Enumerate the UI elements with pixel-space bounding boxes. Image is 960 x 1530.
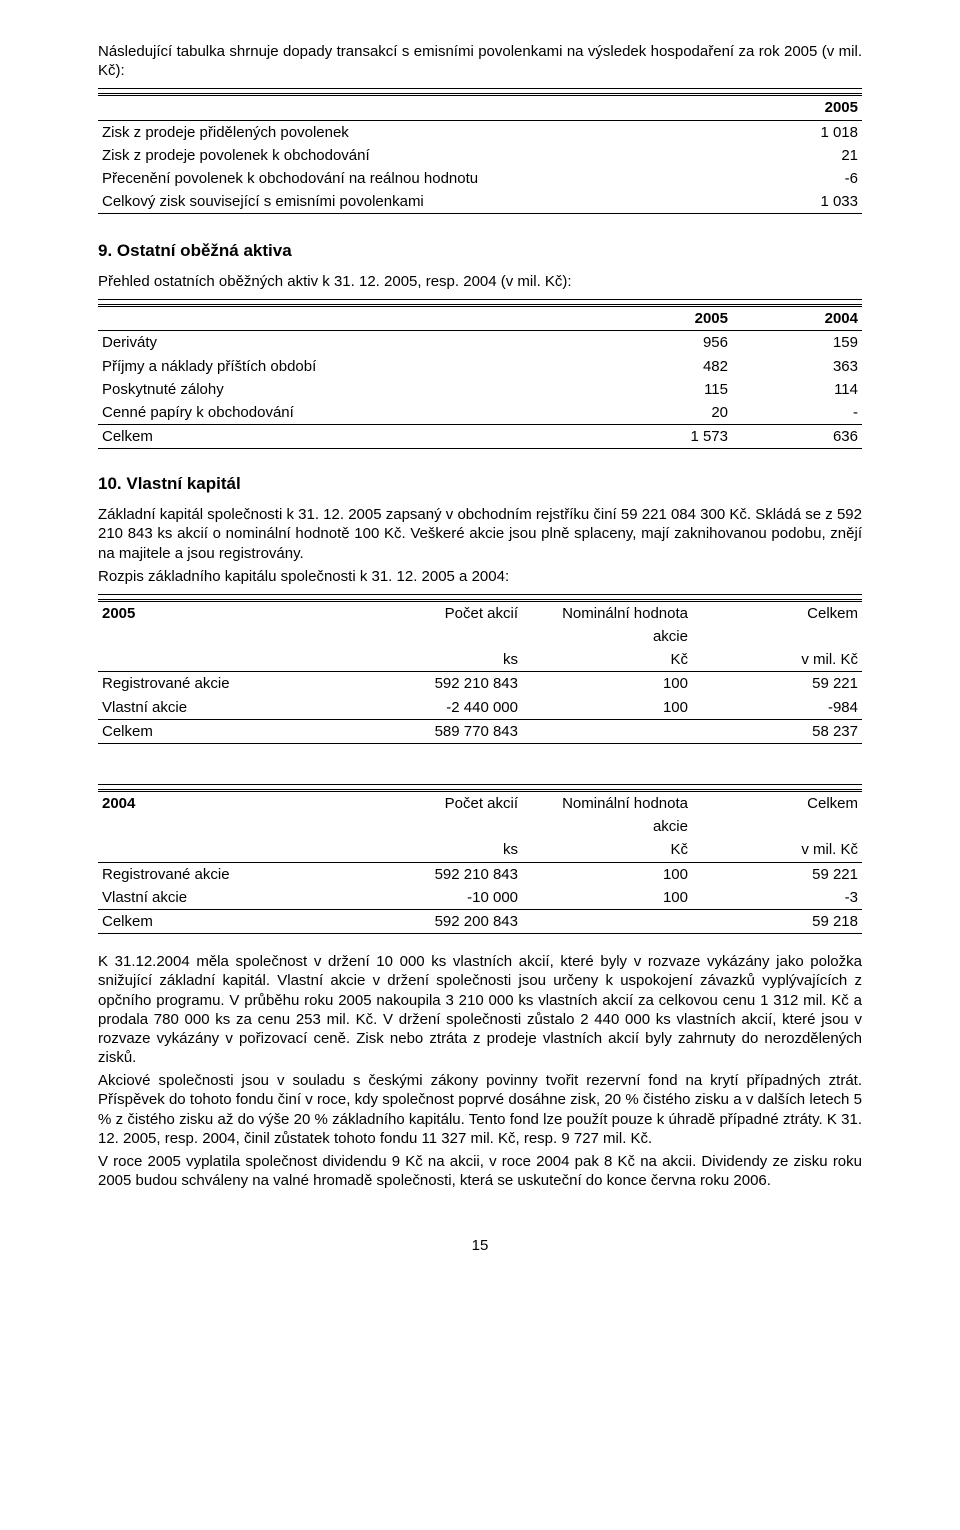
table-total-row: Celkem 589 770 843 58 237 [98,719,862,743]
table-row: Příjmy a náklady příštích období 482 363 [98,355,862,378]
section-9-intro: Přehled ostatních oběžných aktiv k 31. 1… [98,272,862,291]
table-row: Deriváty 956 159 [98,331,862,355]
table-row: Zisk z prodeje povolenek k obchodování 2… [98,144,862,167]
page-number: 15 [98,1236,862,1255]
table-row: Registrované akcie 592 210 843 100 59 22… [98,862,862,886]
section-10-p2: Rozpis základního kapitálu společnosti k… [98,567,862,586]
table-row: Celkový zisk související s emisními povo… [98,190,862,214]
table-row: Přecenění povolenek k obchodování na reá… [98,167,862,190]
t1-year: 2005 [742,95,862,120]
table-emissions: 2005 Zisk z prodeje přidělených povolene… [98,88,862,214]
table-row: Vlastní akcie -10 000 100 -3 [98,886,862,910]
table-total-row: Celkem 1 573 636 [98,425,862,449]
table-row: Cenné papíry k obchodování 20 - [98,401,862,425]
section-10-p1: Základní kapitál společnosti k 31. 12. 2… [98,505,862,563]
table-row: Vlastní akcie -2 440 000 100 -984 [98,696,862,720]
table-row: Registrované akcie 592 210 843 100 59 22… [98,672,862,696]
table-capital-2004: 2004 Počet akcií Nominální hodnota Celke… [98,784,862,934]
paragraph-b: Akciové společnosti jsou v souladu s čes… [98,1071,862,1148]
table-current-assets: 2005 2004 Deriváty 956 159 Příjmy a nákl… [98,299,862,449]
section-9-heading: 9. Ostatní oběžná aktiva [98,240,862,262]
page: Následující tabulka shrnuje dopady trans… [0,0,960,1296]
paragraph-c: V roce 2005 vyplatila společnost dividen… [98,1152,862,1190]
table-total-row: Celkem 592 200 843 59 218 [98,909,862,933]
table-capital-2005: 2005 Počet akcií Nominální hodnota Celke… [98,594,862,744]
table-row: Poskytnuté zálohy 115 114 [98,378,862,401]
table-row: Zisk z prodeje přidělených povolenek 1 0… [98,120,862,144]
intro-paragraph: Následující tabulka shrnuje dopady trans… [98,42,862,80]
paragraph-a: K 31.12.2004 měla společnost v držení 10… [98,952,862,1067]
section-10-heading: 10. Vlastní kapitál [98,473,862,495]
